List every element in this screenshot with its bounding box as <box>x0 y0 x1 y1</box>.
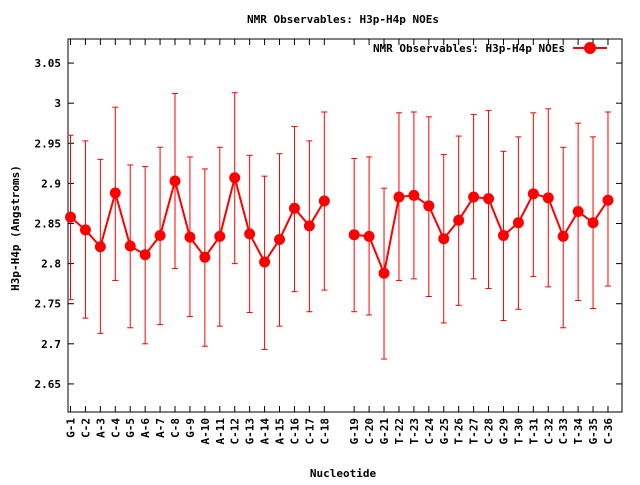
x-tick-label: T-27 <box>468 418 481 445</box>
series-lines <box>69 173 609 277</box>
x-tick-label: T-31 <box>527 418 540 445</box>
data-point <box>527 188 539 200</box>
series-line <box>69 173 326 264</box>
x-tick-label: C-28 <box>483 418 496 445</box>
legend-label: NMR Observables: H3p-H4p NOEs <box>373 42 565 55</box>
y-tick-label: 2.65 <box>35 378 62 391</box>
x-tick-label: C-4 <box>109 418 122 438</box>
x-tick-label: G-35 <box>587 418 600 445</box>
data-point <box>303 220 315 232</box>
x-tick-label: T-26 <box>453 418 466 445</box>
chart-title: NMR Observables: H3p-H4p NOEs <box>247 13 439 26</box>
data-point <box>363 230 375 242</box>
x-tick-label: A-15 <box>274 418 287 445</box>
x-tick-label: A-3 <box>94 418 107 438</box>
x-tick-label: T-22 <box>393 418 406 445</box>
x-tick-label: G-21 <box>378 418 391 445</box>
x-tick-label: C-16 <box>288 418 301 445</box>
data-point <box>65 211 76 223</box>
y-tick-label: 2.8 <box>41 258 61 271</box>
x-tick-label: A-7 <box>154 418 167 438</box>
y-tick-label: 2.95 <box>35 137 62 150</box>
data-point <box>542 192 554 204</box>
x-tick-label: C-24 <box>423 418 436 445</box>
data-point <box>139 249 151 261</box>
data-point <box>94 241 106 253</box>
x-tick-label: C-20 <box>363 418 376 445</box>
x-tick-label: G-13 <box>244 418 257 445</box>
data-point <box>214 230 226 242</box>
x-tick-label: G-29 <box>497 418 510 445</box>
x-tick-label: T-34 <box>572 418 585 445</box>
data-point <box>602 194 614 206</box>
data-point <box>109 187 121 199</box>
data-point <box>199 251 211 263</box>
legend: NMR Observables: H3p-H4p NOEs <box>373 42 607 55</box>
y-axis: 2.65 2.7 2.75 2.8 2.85 2.9 2.95 3 3.05 <box>35 57 622 391</box>
x-tick-label: T-23 <box>408 418 421 445</box>
data-point <box>244 228 256 240</box>
data-point <box>587 217 599 229</box>
error-bars <box>67 92 611 360</box>
data-point <box>318 195 330 207</box>
data-point <box>512 217 524 229</box>
x-tick-label: G-5 <box>124 418 137 438</box>
data-point <box>184 231 196 243</box>
data-point <box>124 240 136 252</box>
x-tick-label: C-32 <box>542 418 555 445</box>
data-point <box>453 214 465 226</box>
x-axis-label: Nucleotide <box>310 467 377 480</box>
x-tick-label: A-14 <box>259 418 272 445</box>
x-tick-label: A-6 <box>139 418 152 438</box>
x-tick-label: G-19 <box>348 418 361 445</box>
x-tick-label: C-17 <box>303 418 316 445</box>
x-tick-label: C-12 <box>229 418 242 445</box>
data-point <box>79 224 91 236</box>
x-tick-label: C-2 <box>79 418 92 438</box>
data-point <box>483 193 495 205</box>
data-point <box>572 205 584 217</box>
legend-marker <box>584 42 596 54</box>
data-point <box>259 256 271 268</box>
series-line <box>354 192 609 277</box>
x-tick-label: G-9 <box>184 418 197 438</box>
y-tick-label: 2.75 <box>35 298 62 311</box>
x-tick-label: C-33 <box>557 418 570 445</box>
x-tick-label: G-25 <box>438 418 451 445</box>
data-point <box>468 191 480 203</box>
y-tick-label: 3 <box>54 97 61 110</box>
x-tick-label: C-36 <box>602 418 615 445</box>
data-point <box>438 233 450 245</box>
plot-frame <box>67 38 623 413</box>
x-tick-label: C-18 <box>318 418 331 445</box>
data-point <box>348 229 360 241</box>
data-point <box>408 189 420 201</box>
data-point <box>169 175 181 187</box>
data-point <box>497 230 509 242</box>
x-tick-label: A-11 <box>214 418 227 445</box>
data-point <box>557 230 569 242</box>
x-tick-label: G-1 <box>65 418 78 438</box>
series-points <box>65 172 614 279</box>
y-tick-label: 3.05 <box>35 57 62 70</box>
x-axis: G-1 C-2 A-3 C-4 G-5 A-6 A-7 C-8 G-9 A-10 A-11 C-12 G… <box>65 39 615 445</box>
data-point <box>154 230 166 242</box>
data-point <box>423 200 435 212</box>
data-point <box>393 191 405 203</box>
data-point <box>274 234 286 246</box>
x-tick-label: C-8 <box>169 418 182 438</box>
data-point <box>378 267 390 279</box>
x-tick-label: T-30 <box>512 418 525 445</box>
y-tick-label: 2.85 <box>35 217 62 230</box>
y-tick-label: 2.9 <box>41 177 61 190</box>
y-tick-label: 2.7 <box>41 338 61 351</box>
x-tick-label: A-10 <box>199 418 212 445</box>
data-point <box>229 172 241 184</box>
y-axis-label: H3p-H4p (Angstroms) <box>9 165 22 291</box>
data-point <box>288 202 300 214</box>
